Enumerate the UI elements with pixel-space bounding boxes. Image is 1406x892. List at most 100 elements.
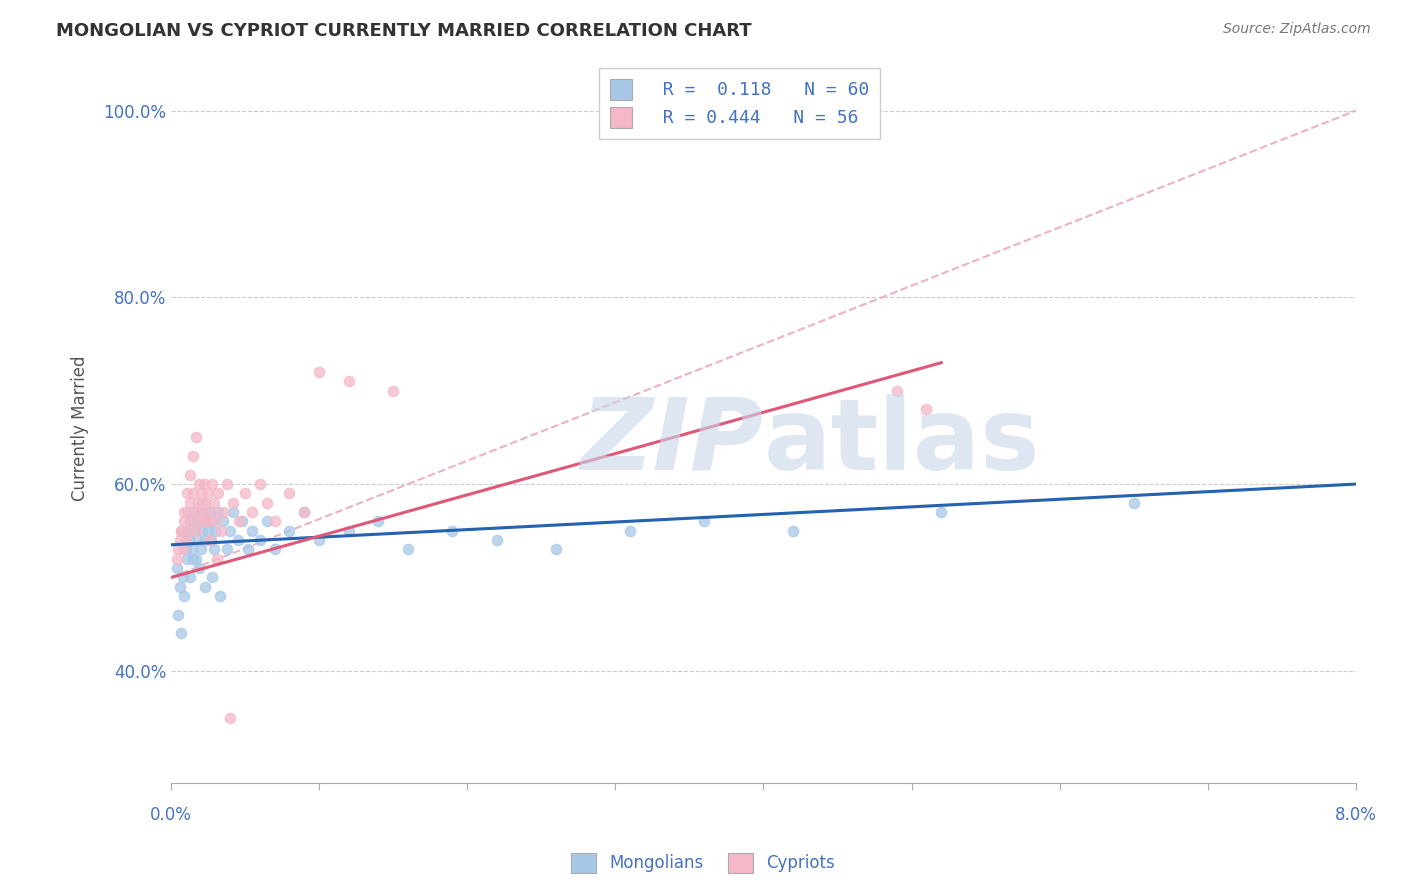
Point <box>198 533 221 548</box>
Point <box>929 505 952 519</box>
Point <box>166 551 188 566</box>
Point <box>179 467 201 482</box>
Point <box>172 570 194 584</box>
Text: ZIP: ZIP <box>581 393 763 491</box>
Point <box>204 515 226 529</box>
Point <box>170 626 193 640</box>
Point <box>202 542 225 557</box>
Point <box>337 375 360 389</box>
Point <box>167 542 190 557</box>
Point <box>180 515 202 529</box>
Legend: Mongolians, Cypriots: Mongolians, Cypriots <box>564 847 842 880</box>
Point <box>169 580 191 594</box>
Point <box>201 515 224 529</box>
Point <box>179 496 201 510</box>
Point <box>188 515 211 529</box>
Point <box>915 402 938 417</box>
Text: Source: ZipAtlas.com: Source: ZipAtlas.com <box>1223 22 1371 37</box>
Point <box>193 477 215 491</box>
Point <box>231 515 253 529</box>
Point <box>292 505 315 519</box>
Point <box>201 570 224 584</box>
Point <box>191 524 214 538</box>
Point <box>263 542 285 557</box>
Text: 8.0%: 8.0% <box>1336 806 1376 824</box>
Point <box>308 533 330 548</box>
Point <box>217 477 239 491</box>
Point <box>249 477 271 491</box>
Point <box>256 515 278 529</box>
Point <box>173 589 195 603</box>
Point <box>194 533 217 548</box>
Point <box>188 561 211 575</box>
Point <box>176 505 198 519</box>
Point <box>619 524 641 538</box>
Point <box>211 505 233 519</box>
Point <box>179 515 201 529</box>
Point <box>367 515 389 529</box>
Point <box>188 515 211 529</box>
Point <box>207 486 229 500</box>
Point <box>181 505 204 519</box>
Point <box>217 542 239 557</box>
Point <box>202 496 225 510</box>
Point <box>205 551 228 566</box>
Point <box>200 533 222 548</box>
Point <box>177 524 200 538</box>
Point <box>201 477 224 491</box>
Point <box>219 524 242 538</box>
Point <box>441 524 464 538</box>
Point <box>197 486 219 500</box>
Point <box>174 542 197 557</box>
Point <box>308 365 330 379</box>
Point <box>180 542 202 557</box>
Point <box>396 542 419 557</box>
Point <box>194 515 217 529</box>
Point <box>693 515 716 529</box>
Point <box>198 505 221 519</box>
Legend:   R =  0.118   N = 60,   R = 0.444   N = 56: R = 0.118 N = 60, R = 0.444 N = 56 <box>599 68 880 138</box>
Point <box>278 486 301 500</box>
Point <box>186 430 208 444</box>
Point <box>179 570 201 584</box>
Point <box>191 505 214 519</box>
Point <box>228 515 250 529</box>
Point <box>1122 496 1144 510</box>
Point <box>219 710 242 724</box>
Text: atlas: atlas <box>763 393 1040 491</box>
Point <box>485 533 508 548</box>
Point <box>181 551 204 566</box>
Point <box>187 496 209 510</box>
Point <box>173 515 195 529</box>
Point <box>337 524 360 538</box>
Point <box>183 524 205 538</box>
Point <box>186 551 208 566</box>
Point <box>188 477 211 491</box>
Point <box>190 486 212 500</box>
Point <box>546 542 568 557</box>
Point <box>382 384 405 398</box>
Point <box>174 524 197 538</box>
Point <box>191 496 214 510</box>
Point <box>236 542 259 557</box>
Point <box>886 384 908 398</box>
Point <box>173 505 195 519</box>
Point <box>176 551 198 566</box>
Point <box>187 533 209 548</box>
Point <box>242 524 264 538</box>
Point <box>292 505 315 519</box>
Point <box>181 486 204 500</box>
Point <box>222 505 245 519</box>
Point <box>782 524 804 538</box>
Point <box>170 524 193 538</box>
Point <box>183 505 205 519</box>
Point <box>169 533 191 548</box>
Point <box>249 533 271 548</box>
Point <box>194 496 217 510</box>
Point <box>172 542 194 557</box>
Point <box>278 524 301 538</box>
Point <box>176 486 198 500</box>
Text: 0.0%: 0.0% <box>150 806 193 824</box>
Point <box>208 589 231 603</box>
Point <box>194 580 217 594</box>
